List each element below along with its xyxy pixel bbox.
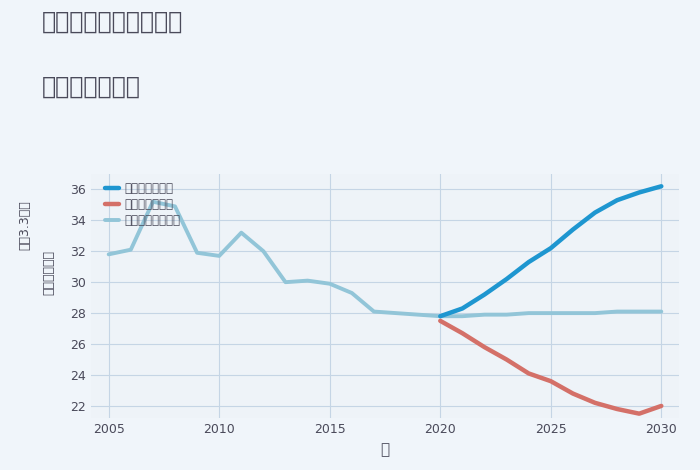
ノーマルシナリオ [657,309,666,314]
グッドシナリオ [591,210,599,215]
グッドシナリオ [436,313,445,319]
ノーマルシナリオ [303,278,312,283]
ノーマルシナリオ [458,313,467,319]
グッドシナリオ [458,306,467,311]
Text: 土地の価格推移: 土地の価格推移 [42,75,141,99]
ノーマルシナリオ [568,310,577,316]
ノーマルシナリオ [104,251,113,257]
X-axis label: 年: 年 [380,442,390,457]
ノーマルシナリオ [259,249,267,254]
ノーマルシナリオ [348,290,356,296]
Text: 坪（3.3㎡）: 坪（3.3㎡） [18,201,31,251]
ノーマルシナリオ [503,312,511,317]
グッドシナリオ [568,227,577,232]
グッドシナリオ [480,292,489,298]
グッドシナリオ [657,183,666,189]
ノーマルシナリオ [414,312,422,317]
ノーマルシナリオ [370,309,378,314]
Line: ノーマルシナリオ: ノーマルシナリオ [108,202,662,316]
Line: バッドシナリオ: バッドシナリオ [440,321,662,414]
バッドシナリオ [657,403,666,409]
バッドシナリオ [613,406,622,412]
グッドシナリオ [635,189,643,195]
グッドシナリオ [613,197,622,203]
ノーマルシナリオ [480,312,489,317]
バッドシナリオ [480,345,489,350]
ノーマルシナリオ [547,310,555,316]
グッドシナリオ [524,259,533,265]
ノーマルシナリオ [524,310,533,316]
Line: グッドシナリオ: グッドシナリオ [440,186,662,316]
ノーマルシナリオ [436,313,445,319]
バッドシナリオ [568,391,577,396]
ノーマルシナリオ [237,230,246,235]
ノーマルシナリオ [635,309,643,314]
ノーマルシナリオ [215,253,223,258]
バッドシナリオ [524,371,533,376]
ノーマルシナリオ [392,310,400,316]
グッドシナリオ [503,276,511,282]
Text: 単価（万円）: 単価（万円） [43,250,55,295]
ノーマルシナリオ [591,310,599,316]
ノーマルシナリオ [613,309,622,314]
バッドシナリオ [547,378,555,384]
バッドシナリオ [458,330,467,336]
ノーマルシナリオ [127,247,135,252]
ノーマルシナリオ [193,250,202,256]
ノーマルシナリオ [171,204,179,209]
Text: 愛知県瀬戸市南山町の: 愛知県瀬戸市南山町の [42,9,183,33]
バッドシナリオ [591,400,599,406]
Legend: グッドシナリオ, バッドシナリオ, ノーマルシナリオ: グッドシナリオ, バッドシナリオ, ノーマルシナリオ [103,180,183,229]
ノーマルシナリオ [148,199,157,204]
グッドシナリオ [547,245,555,251]
バッドシナリオ [436,318,445,324]
ノーマルシナリオ [281,279,290,285]
バッドシナリオ [503,357,511,362]
バッドシナリオ [635,411,643,416]
ノーマルシナリオ [326,281,334,287]
